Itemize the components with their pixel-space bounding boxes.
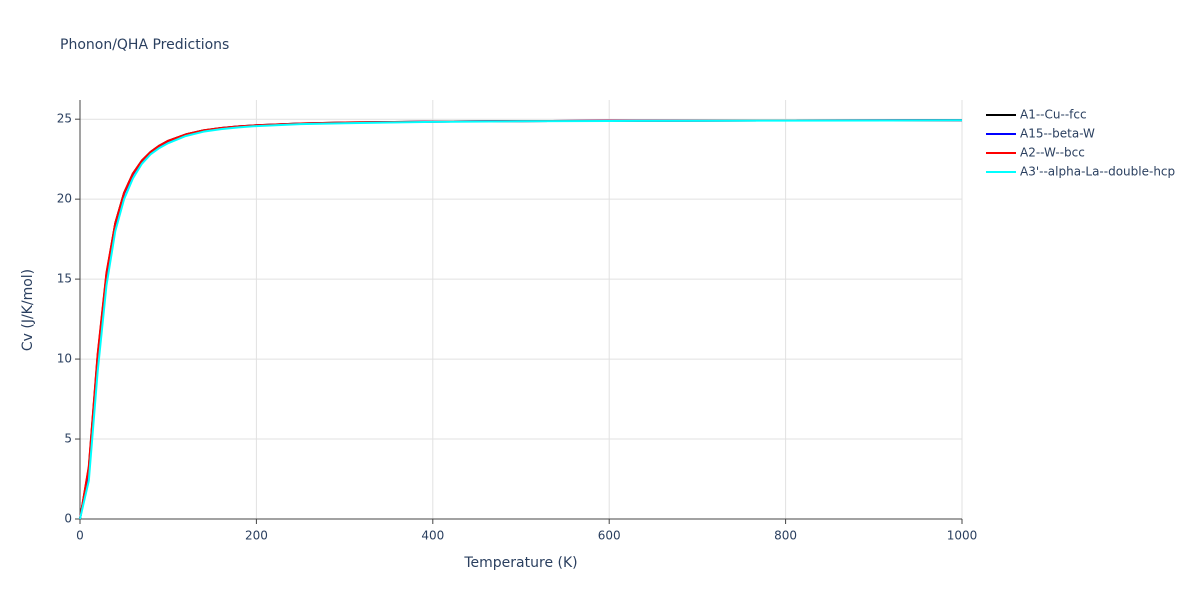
y-tick-label: 20 [57,192,72,206]
x-tick-label: 800 [774,529,797,543]
series-line [79,119,963,520]
x-axis-label: Temperature (K) [463,555,577,571]
chart-title: Phonon/QHA Predictions [60,37,229,53]
legend-label: A15--beta-W [1020,127,1095,141]
x-tick-label: 200 [245,529,268,543]
x-tick-label: 1000 [947,529,978,543]
series-line [79,119,963,520]
series-line [79,119,963,520]
x-tick-label: 400 [421,529,444,543]
y-tick-label: 15 [57,272,72,286]
legend-label: A2--W--bcc [1020,146,1085,160]
legend-label: A1--Cu--fcc [1020,108,1087,122]
x-tick-label: 600 [598,529,621,543]
y-tick-label: 25 [57,112,72,126]
y-tick-label: 10 [57,352,72,366]
y-tick-label: 0 [64,512,72,526]
series-line [79,119,963,520]
legend-label: A3'--alpha-La--double-hcp [1020,165,1175,179]
y-axis-label: Cv (J/K/mol) [20,269,36,351]
x-tick-label: 0 [76,529,84,543]
y-tick-label: 5 [64,432,72,446]
